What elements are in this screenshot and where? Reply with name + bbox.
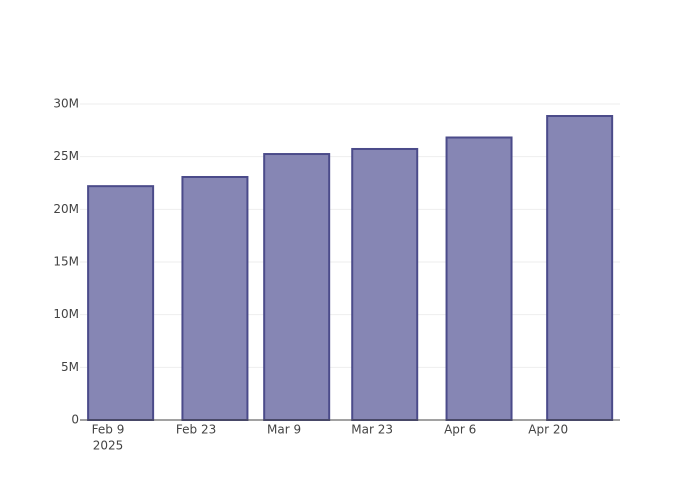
bar: [181, 175, 249, 421]
bar: [445, 136, 513, 421]
x-year-label: 2025: [93, 439, 124, 453]
y-tick-label: 15M: [53, 255, 79, 269]
x-tick-label: Mar 23: [351, 423, 393, 437]
x-tick-label: Feb 23: [176, 423, 216, 437]
bar: [87, 185, 155, 421]
x-tick-label: Feb 9: [92, 423, 125, 437]
x-tick-label: Apr 6: [444, 423, 476, 437]
y-tick-label: 20M: [53, 202, 79, 216]
y-tick-label: 0: [71, 413, 79, 427]
bar: [351, 147, 419, 422]
y-tick-label: 5M: [61, 360, 79, 374]
y-tick-label: 25M: [53, 149, 79, 163]
y-tick-label: 30M: [53, 97, 79, 111]
bar: [263, 153, 331, 421]
x-tick-label: Mar 9: [267, 423, 301, 437]
y-tick-label: 10M: [53, 307, 79, 321]
bar: [546, 115, 614, 422]
x-tick-label: Apr 20: [528, 423, 568, 437]
